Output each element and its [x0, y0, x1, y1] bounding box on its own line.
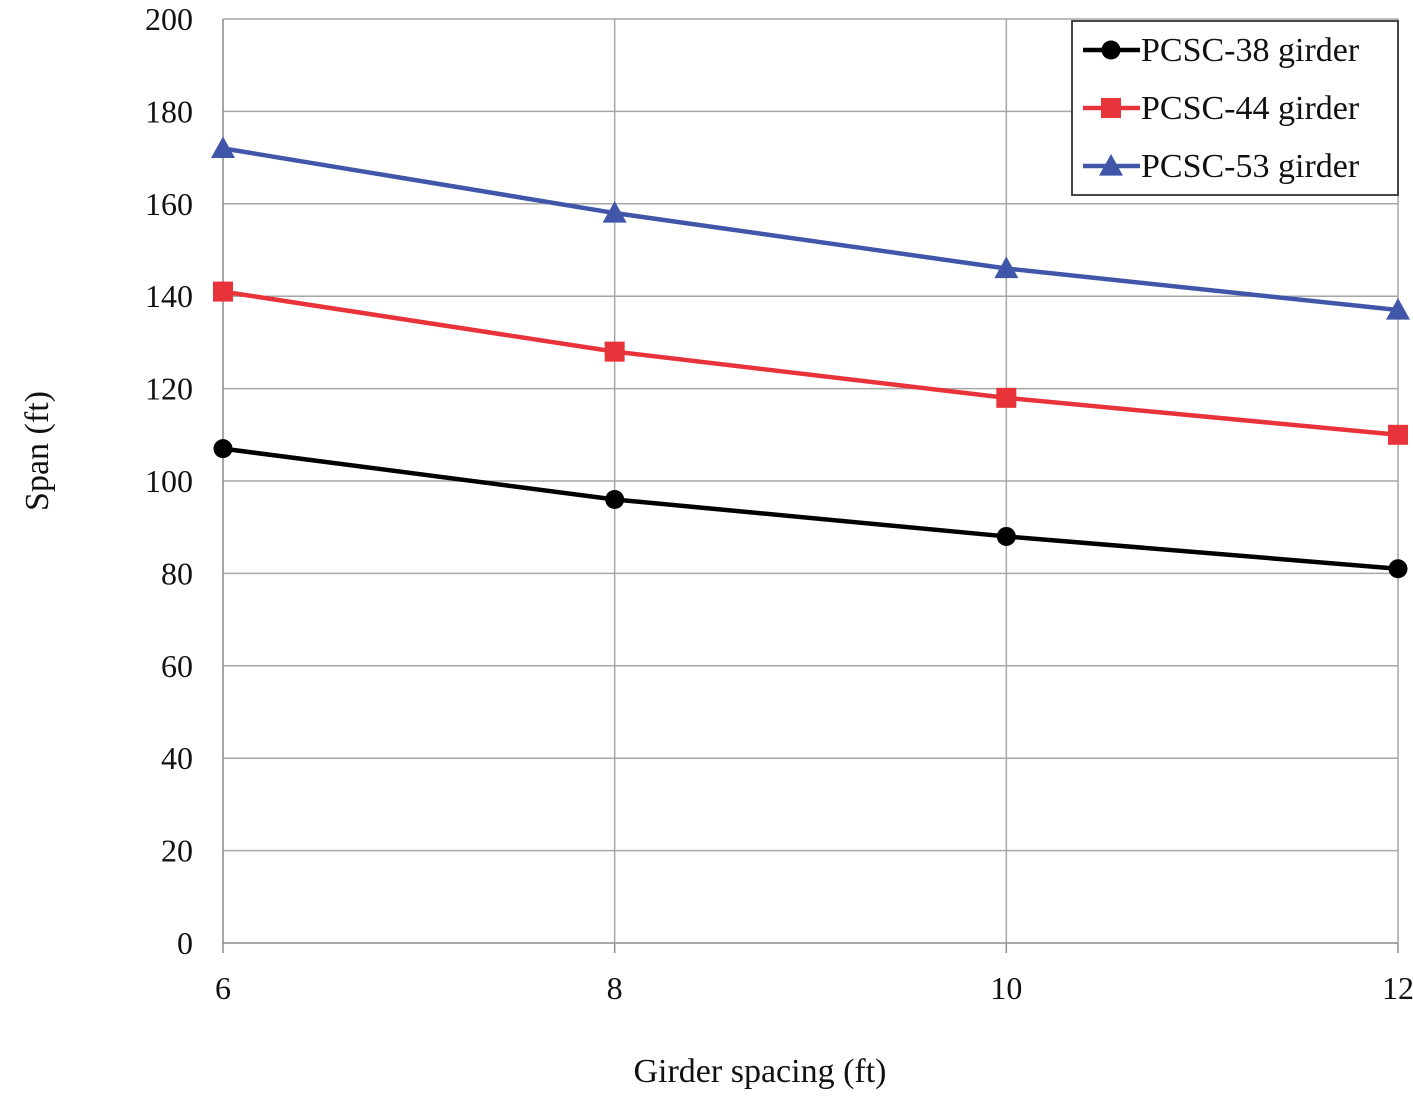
x-tick-label: 8 [607, 970, 623, 1006]
legend-label: PCSC-38 girder [1141, 32, 1360, 69]
tick-labels: 0 20 40 60 80 100 120 140 160 180 200 6 8 10 12 [145, 1, 1413, 1006]
x-axis-title: Girder spacing (ft) [633, 1053, 886, 1090]
y-tick-label: 140 [145, 278, 193, 314]
y-tick-label: 180 [145, 93, 193, 129]
legend-marker [1101, 40, 1121, 60]
y-tick-label: 20 [161, 833, 193, 869]
data-point [994, 256, 1019, 279]
data-point [1386, 298, 1410, 320]
legend-item: PCSC-38 girder [1083, 32, 1360, 69]
series-line [222, 289, 1399, 438]
y-tick-label: 160 [145, 186, 193, 222]
x-tick-label: 6 [215, 970, 231, 1006]
data-point [1388, 424, 1408, 445]
series-1 [213, 439, 1408, 579]
data-point [602, 201, 627, 223]
x-tick-label: 12 [1382, 970, 1413, 1006]
legend-label: PCSC-53 girder [1141, 148, 1360, 185]
legend-marker [1101, 98, 1121, 118]
y-tick-label: 60 [161, 648, 193, 684]
y-tick-label: 40 [161, 740, 193, 776]
data-point [213, 439, 233, 459]
x-tick-label: 10 [990, 970, 1022, 1006]
legend-item: PCSC-44 girder [1083, 90, 1360, 127]
data-point [605, 489, 625, 509]
data-point [604, 341, 625, 362]
legend-marker [1099, 154, 1123, 176]
y-tick-label: 80 [161, 555, 193, 591]
data-point [996, 526, 1016, 546]
legend: PCSC-38 girder PCSC-44 girder PCSC-53 gird… [1071, 20, 1399, 196]
y-tick-label: 120 [145, 371, 193, 407]
series-line [222, 146, 1399, 313]
data-point [213, 281, 233, 302]
series-group [211, 136, 1410, 579]
series-line [222, 446, 1399, 572]
grid [222, 18, 1399, 953]
legend-label: PCSC-44 girder [1141, 90, 1360, 127]
data-point [1388, 559, 1408, 579]
data-point [996, 387, 1017, 408]
series-2 [213, 281, 1408, 445]
data-point [211, 136, 235, 158]
y-tick-label: 0 [177, 925, 193, 961]
series-3 [211, 136, 1410, 320]
legend-item: PCSC-53 girder [1083, 148, 1360, 185]
y-tick-label: 200 [145, 1, 193, 37]
y-axis-title: Span (ft) [19, 391, 56, 511]
y-tick-label: 100 [145, 463, 193, 499]
